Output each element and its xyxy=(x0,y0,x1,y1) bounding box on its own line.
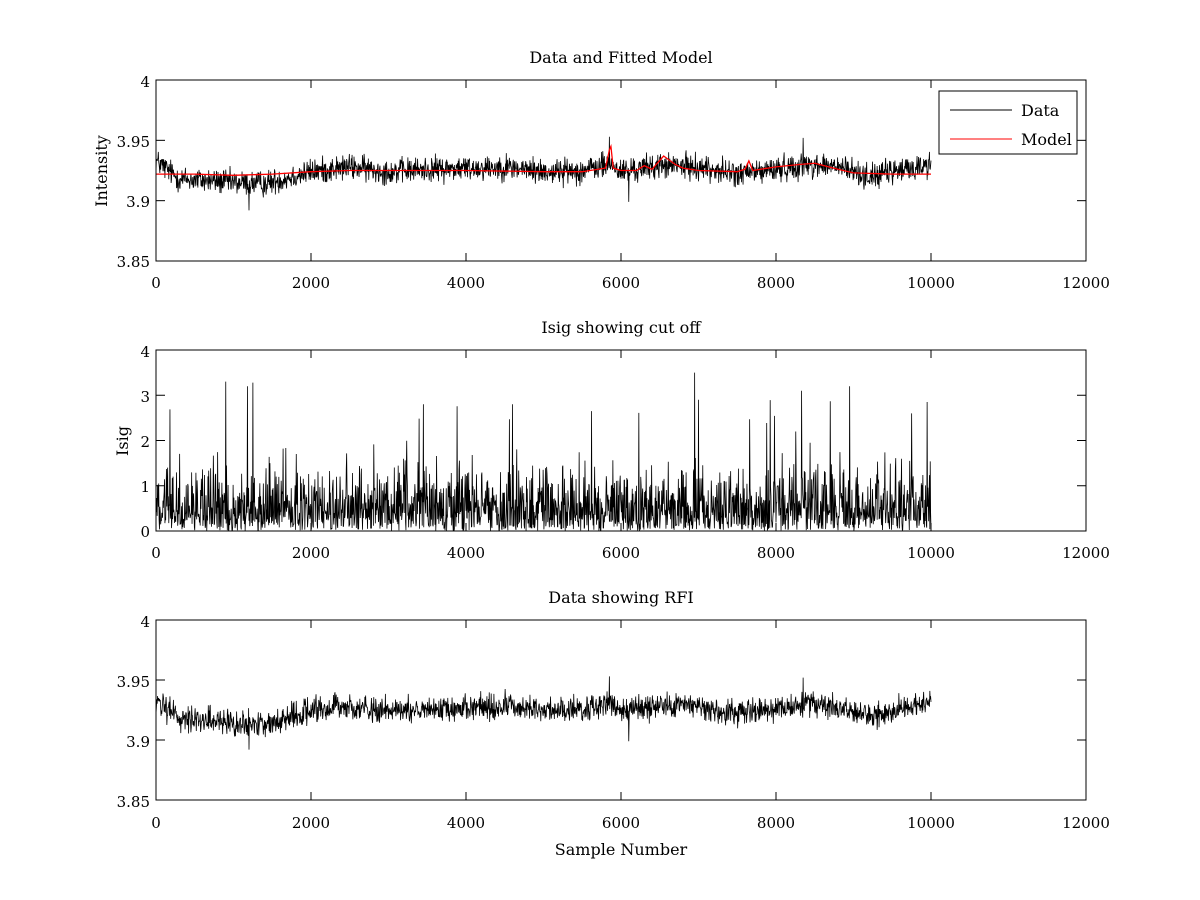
xtick-label: 12000 xyxy=(1062,274,1110,292)
series-group xyxy=(156,676,932,750)
panel-3-xlabel: Sample Number xyxy=(555,840,688,859)
series-line-data xyxy=(156,676,932,750)
series-line-data xyxy=(156,136,932,211)
xtick-label: 8000 xyxy=(757,814,795,832)
xtick-label: 4000 xyxy=(447,544,485,562)
xtick-label: 6000 xyxy=(602,544,640,562)
panel-3-title: Data showing RFI xyxy=(548,588,693,607)
panel-3-ticks: 3.85 3.9 3.95 4 0 2000 4000 6000 8000 10… xyxy=(117,613,1110,832)
xtick-label: 12000 xyxy=(1062,814,1110,832)
xtick-label: 8000 xyxy=(757,544,795,562)
legend: Data Model xyxy=(938,90,1078,155)
xtick-label: 0 xyxy=(151,814,161,832)
ytick-label: 3.85 xyxy=(117,793,150,811)
panel-3-plot-area xyxy=(155,619,1087,801)
ytick-label: 2 xyxy=(140,433,150,451)
legend-box xyxy=(938,90,1078,155)
ytick-label: 4 xyxy=(140,613,150,631)
panel-1-title: Data and Fitted Model xyxy=(529,48,712,67)
xtick-label: 4000 xyxy=(447,814,485,832)
xtick-label: 2000 xyxy=(292,274,330,292)
ytick-label: 0 xyxy=(140,523,150,541)
ytick-label: 4 xyxy=(140,73,150,91)
ytick-label: 1 xyxy=(140,478,150,496)
ytick-label: 4 xyxy=(140,343,150,361)
ytick-label: 3.95 xyxy=(117,673,150,691)
legend-label-data: Data xyxy=(1021,101,1060,120)
series-group xyxy=(156,372,932,531)
panel-2-ticks: 0 1 2 3 4 0 2000 4000 6000 8000 10000 12… xyxy=(140,343,1109,562)
ytick-label: 3.9 xyxy=(126,193,150,211)
panel-data-showing-rfi: Data showing RFI 3.85 3.9 3.95 4 0 2000 … xyxy=(117,588,1110,859)
xtick-label: 8000 xyxy=(757,274,795,292)
panel-1-ticks: 3.85 3.9 3.95 4 0 2000 4000 6000 8000 10… xyxy=(117,73,1110,292)
series-group xyxy=(156,136,932,211)
xtick-label: 0 xyxy=(151,274,161,292)
series-line-model xyxy=(156,143,931,176)
xtick-label: 12000 xyxy=(1062,544,1110,562)
ytick-label: 3.85 xyxy=(117,253,150,271)
legend-label-model: Model xyxy=(1021,130,1072,149)
xtick-label: 10000 xyxy=(907,274,955,292)
panel-1-ylabel: Intensity xyxy=(92,135,111,207)
xtick-label: 2000 xyxy=(292,544,330,562)
panel-2-ylabel: Isig xyxy=(113,426,132,456)
series-line-isig xyxy=(156,372,932,531)
panel-isig-showing-cut-off: Isig showing cut off Isig 0 1 2 3 4 0 20… xyxy=(113,318,1110,562)
xtick-label: 4000 xyxy=(447,274,485,292)
panel-data-and-fitted-model: Data and Fitted Model Intensity 3.85 3.9… xyxy=(92,48,1110,292)
ytick-label: 3 xyxy=(140,388,150,406)
panel-1-plot-area xyxy=(155,79,1087,262)
xtick-label: 6000 xyxy=(602,814,640,832)
xtick-label: 10000 xyxy=(907,814,955,832)
panel-2-plot-area xyxy=(155,349,1087,532)
xtick-label: 2000 xyxy=(292,814,330,832)
ytick-label: 3.95 xyxy=(117,133,150,151)
xtick-label: 6000 xyxy=(602,274,640,292)
ytick-label: 3.9 xyxy=(126,733,150,751)
xtick-label: 0 xyxy=(151,544,161,562)
panel-2-title: Isig showing cut off xyxy=(541,318,702,337)
xtick-label: 10000 xyxy=(907,544,955,562)
